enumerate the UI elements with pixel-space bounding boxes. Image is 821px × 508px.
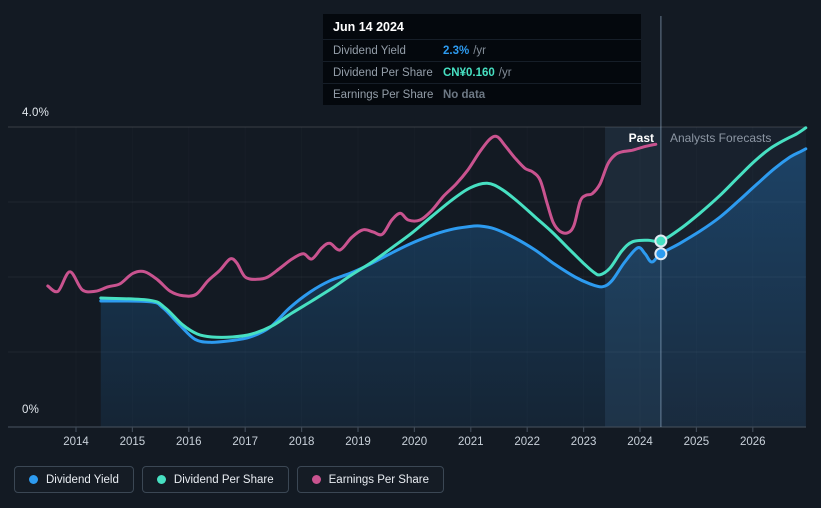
x-axis-year-label: 2018	[289, 436, 315, 448]
chart-tooltip: Jun 14 2024 Dividend Yield 2.3% /yr Divi…	[323, 14, 641, 105]
x-axis-year-label: 2016	[176, 436, 202, 448]
legend-label: Dividend Yield	[46, 473, 119, 486]
dividend-yield-area	[100, 148, 806, 428]
chart-canvas: 2014 2015 2016 2017 2018 2019 2020 2021 2022 2023…	[8, 16, 808, 448]
chart-legend: Dividend Yield Dividend Per Share Earnin…	[14, 466, 444, 493]
y-axis-max-label: 4.0%	[22, 107, 50, 119]
tooltip-value: CN¥0.160	[443, 66, 495, 79]
tooltip-label: Dividend Per Share	[333, 66, 433, 79]
x-axis-year-label: 2026	[740, 436, 766, 448]
x-axis-year-label: 2017	[232, 436, 258, 448]
y-axis-min-label: 0%	[22, 404, 40, 416]
series-line-earnings-per-share	[46, 134, 658, 298]
tooltip-value: No data	[443, 88, 486, 101]
x-axis-year-label: 2025	[684, 436, 710, 448]
x-axis-year-label: 2015	[120, 436, 146, 448]
series-line-dividend-yield	[99, 147, 808, 344]
earnings-per-share-dot-icon	[311, 475, 321, 484]
dividend-yield-dot-icon	[29, 475, 38, 484]
marker-dividend-per-share	[654, 234, 668, 248]
legend-item-dividend-yield[interactable]: Dividend Yield	[14, 466, 134, 493]
past-zone-label: Past	[628, 131, 654, 145]
dividend-per-share-dot-icon	[156, 475, 166, 484]
x-axis-year-label: 2024	[627, 436, 653, 448]
legend-label: Dividend Per Share	[173, 473, 274, 486]
x-axis-year-label: 2019	[345, 436, 371, 448]
tooltip-row-dividend-per-share: Dividend Per Share CN¥0.160 /yr	[323, 61, 641, 83]
tooltip-value: 2.3%	[443, 44, 470, 57]
x-axis-year-label: 2023	[571, 436, 597, 448]
series-line-dividend-per-share	[99, 126, 808, 339]
x-axis-year-label: 2014	[63, 436, 89, 448]
x-axis-year-label: 2020	[402, 436, 428, 448]
tooltip-label: Dividend Yield	[333, 44, 406, 57]
tooltip-row-dividend-yield: Dividend Yield 2.3% /yr	[323, 39, 641, 61]
tooltip-label: Earnings Per Share	[333, 88, 434, 101]
dividend-history-chart[interactable]: 2014 2015 2016 2017 2018 2019 2020 2021 2022 2023…	[0, 0, 821, 455]
tooltip-date: Jun 14 2024	[333, 20, 404, 34]
x-axis-year-label: 2021	[458, 436, 484, 448]
tooltip-row-earnings-per-share: Earnings Per Share No data	[323, 83, 641, 105]
tooltip-value-suffix: /yr	[498, 66, 512, 79]
marker-dividend-yield	[654, 247, 668, 261]
tooltip-value-suffix: /yr	[473, 44, 486, 57]
legend-label: Earnings Per Share	[328, 473, 429, 486]
legend-item-dividend-per-share[interactable]: Dividend Per Share	[141, 466, 289, 493]
x-axis-year-label: 2022	[514, 436, 540, 448]
forecast-zone-label: Analysts Forecasts	[670, 131, 772, 145]
legend-item-earnings-per-share[interactable]: Earnings Per Share	[296, 466, 444, 493]
